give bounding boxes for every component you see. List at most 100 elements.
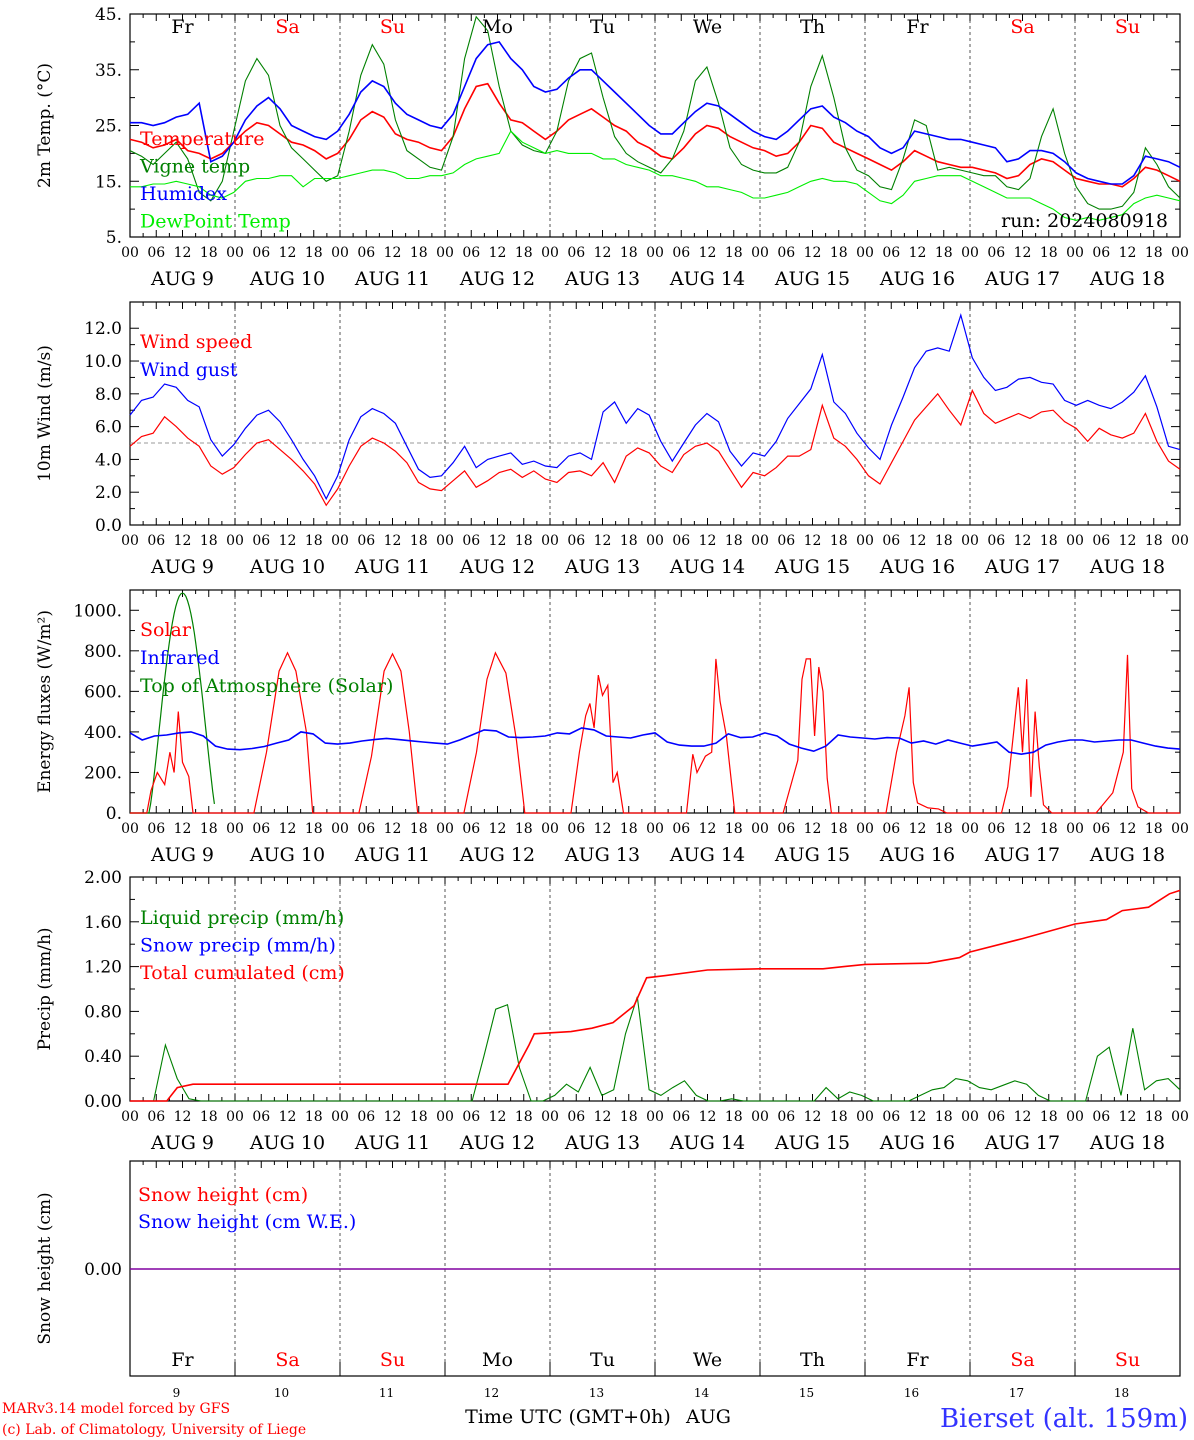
hour-tick-label: 18 [1040,245,1058,261]
hour-tick-label: 00 [1066,245,1084,261]
hour-tick-label: 06 [1092,533,1110,549]
hour-tick-label: 00 [1066,821,1084,837]
y-axis-label: 2m Temp. (°C) [35,63,55,188]
hour-tick-label: 00 [961,245,979,261]
hour-tick-label: 12 [279,1109,297,1125]
day-number: 15 [799,1386,814,1400]
series-line-dewpoint-temp [130,130,1181,221]
hour-tick-label: 00 [1066,533,1084,549]
hour-tick-label: 12 [174,821,192,837]
hour-tick-label: 06 [777,533,795,549]
date-label: AUG 10 [249,1132,325,1154]
series-line-liquid-precip-mm-h- [130,996,1181,1102]
y-tick-label: 15. [95,172,122,192]
hour-tick-label: 00 [226,821,244,837]
hour-tick-label: 12 [1119,1109,1137,1125]
y-tick-label: 1.60 [84,913,122,933]
day-name: Fr [906,1349,929,1371]
hour-tick-label: 06 [462,1109,480,1125]
day-name: We [693,16,722,38]
day-name: Fr [906,16,929,38]
hour-tick-label: 18 [725,821,743,837]
hour-tick-label: 06 [357,1109,375,1125]
date-label: AUG 9 [150,556,214,578]
hour-tick-label: 00 [331,533,349,549]
hour-tick-label: 12 [279,821,297,837]
hour-tick-label: 06 [672,533,690,549]
hour-tick-label: 12 [699,245,717,261]
y-tick-label: 12.0 [84,319,122,339]
hour-tick-label: 00 [961,1109,979,1125]
hour-tick-label: 06 [147,533,165,549]
hour-tick-label: 18 [620,245,638,261]
hour-tick-label: 18 [200,1109,218,1125]
day-number: 14 [694,1386,710,1400]
hour-tick-label: 00 [646,245,664,261]
date-label: AUG 16 [879,556,955,578]
hour-tick-label: 12 [1014,1109,1032,1125]
hour-tick-label: 06 [1092,245,1110,261]
hour-tick-label: 06 [987,245,1005,261]
run-label: run: 2024080918 [1001,210,1168,232]
hour-tick-label: 12 [594,821,612,837]
hour-tick-label: 18 [1145,533,1163,549]
hour-tick-label: 12 [909,245,927,261]
y-tick-label: 0.00 [84,1260,122,1280]
date-label: AUG 9 [150,268,214,290]
hour-tick-label: 06 [147,1109,165,1125]
hour-tick-label: 12 [489,245,507,261]
hour-tick-label: 12 [384,245,402,261]
legend-entry: Humidex [140,183,227,205]
panel-5: 0.00 Snow height (cm) Snow height (cm) Snow… [35,1160,1181,1400]
hour-tick-label: 18 [410,1109,428,1125]
legend-entry: Liquid precip (mm/h) [140,907,344,929]
hour-tick-label: 06 [567,821,585,837]
hour-tick-label: 06 [672,245,690,261]
day-name: Mo [482,1349,513,1371]
date-label: AUG 15 [774,556,850,578]
hour-tick-label: 00 [226,245,244,261]
hour-tick-label: 18 [620,821,638,837]
hour-tick-label: 12 [1014,245,1032,261]
date-label: AUG 13 [564,1132,640,1154]
model-credit-line2: (c) Lab. of Climatology, University of L… [2,1422,306,1438]
y-tick-label: 1.20 [84,958,122,978]
y-tick-label: 10.0 [84,352,122,372]
y-tick-label: 1000. [73,601,122,621]
day-number: 12 [484,1386,499,1400]
hour-tick-label: 12 [1119,533,1137,549]
hour-tick-label: 00 [1171,821,1189,837]
y-tick-label: 4.0 [95,450,122,470]
hour-tick-label: 00 [541,245,559,261]
day-number: 11 [379,1386,394,1400]
date-label: AUG 17 [984,844,1060,866]
hour-tick-label: 06 [987,1109,1005,1125]
hour-tick-label: 06 [987,821,1005,837]
hour-tick-label: 18 [935,1109,953,1125]
hour-tick-label: 18 [725,533,743,549]
date-label: AUG 9 [150,1132,214,1154]
date-label: AUG 11 [354,844,430,866]
date-label: AUG 12 [459,844,535,866]
y-tick-label: 200. [84,763,122,783]
hour-tick-label: 00 [751,1109,769,1125]
hour-tick-label: 00 [121,821,139,837]
y-tick-label: 0.80 [84,1002,122,1022]
legend-entry: Total cumulated (cm) [140,962,345,984]
hour-tick-label: 00 [751,821,769,837]
hour-tick-label: 12 [804,1109,822,1125]
hour-tick-label: 00 [646,533,664,549]
hour-tick-label: 18 [725,1109,743,1125]
y-axis-label: Precip (mm/h) [35,927,55,1050]
day-name: Fr [171,1349,194,1371]
hour-tick-label: 00 [436,533,454,549]
hour-tick-label: 18 [305,821,323,837]
plot-frame [129,301,1181,526]
hour-tick-label: 18 [515,245,533,261]
day-name: Tu [590,1349,615,1371]
hour-tick-label: 06 [1092,1109,1110,1125]
y-tick-label: 0.00 [84,1092,122,1112]
hour-tick-label: 18 [200,533,218,549]
date-label: AUG 15 [774,1132,850,1154]
y-tick-label: 6.0 [95,418,122,438]
